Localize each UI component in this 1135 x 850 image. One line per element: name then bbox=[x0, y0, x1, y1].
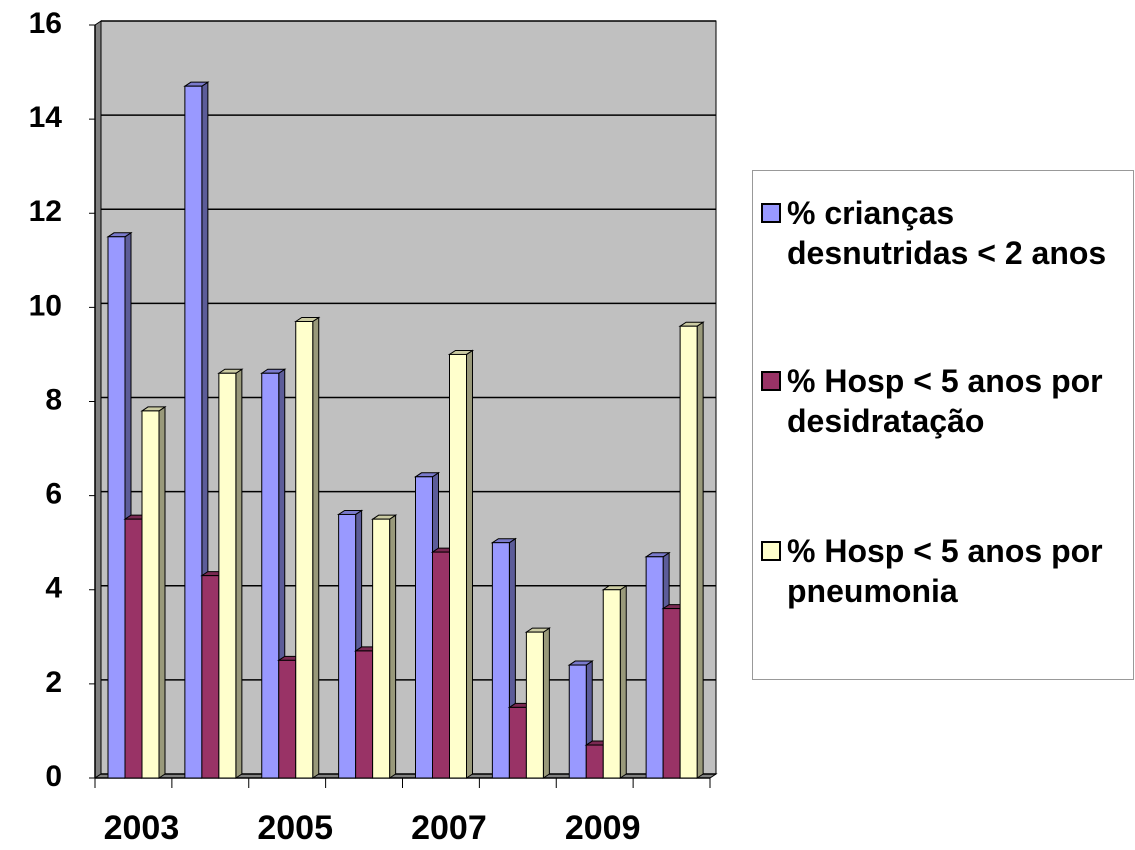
bar bbox=[372, 518, 391, 779]
bar bbox=[508, 706, 527, 779]
legend-entry: % Hosp < 5 anos por pneumonia bbox=[761, 531, 1127, 611]
bar bbox=[679, 325, 698, 779]
bar-side bbox=[389, 514, 397, 779]
bar bbox=[141, 410, 160, 779]
bar bbox=[201, 575, 220, 779]
bar bbox=[585, 744, 604, 779]
x-tick-label: 2003 bbox=[104, 809, 180, 847]
y-tick-label: 10 bbox=[29, 289, 62, 322]
bar-side bbox=[158, 405, 166, 779]
bar-side bbox=[312, 316, 320, 779]
bar bbox=[124, 518, 143, 779]
y-tick-label: 4 bbox=[45, 572, 62, 605]
legend-label: % Hosp < 5 anos por pneumonia bbox=[787, 533, 1103, 609]
legend-swatch bbox=[761, 203, 781, 223]
bar bbox=[107, 236, 126, 779]
bar bbox=[415, 476, 433, 779]
y-tick-label: 2 bbox=[45, 666, 62, 699]
legend-entry: % crianças desnutridas < 2 anos bbox=[761, 193, 1127, 273]
bar bbox=[602, 589, 621, 779]
legend-swatch bbox=[761, 541, 781, 561]
x-tick-label: 2005 bbox=[257, 809, 333, 847]
y-tick-label: 16 bbox=[29, 7, 62, 40]
bar bbox=[338, 513, 357, 779]
legend-label: % Hosp < 5 anos por desidratação bbox=[787, 363, 1103, 439]
bar bbox=[568, 664, 587, 779]
bar bbox=[662, 608, 681, 779]
y-tick-label: 14 bbox=[29, 101, 63, 134]
y-tick-label: 8 bbox=[45, 383, 62, 416]
bar bbox=[261, 372, 280, 779]
bar-side bbox=[619, 584, 627, 779]
y-tick-label: 12 bbox=[29, 195, 62, 228]
bar-side bbox=[235, 368, 243, 779]
side-wall bbox=[94, 20, 102, 779]
bar bbox=[449, 353, 467, 779]
legend-entry: % Hosp < 5 anos por desidratação bbox=[761, 361, 1127, 441]
y-tick-label: 0 bbox=[45, 760, 62, 793]
x-tick-label: 2009 bbox=[565, 809, 641, 847]
bar bbox=[295, 320, 314, 779]
bar-side bbox=[696, 321, 704, 779]
bar bbox=[491, 542, 510, 779]
legend-swatch bbox=[761, 371, 781, 391]
bar bbox=[432, 551, 450, 779]
bar bbox=[218, 372, 237, 779]
bar-side bbox=[466, 349, 473, 779]
y-tick-label: 6 bbox=[45, 478, 62, 511]
bar bbox=[525, 631, 544, 779]
legend: % crianças desnutridas < 2 anos % Hosp < … bbox=[752, 170, 1134, 680]
x-tick-label: 2007 bbox=[411, 809, 487, 847]
bar bbox=[645, 556, 664, 779]
legend-label: % crianças desnutridas < 2 anos bbox=[787, 195, 1107, 271]
bar bbox=[278, 659, 297, 779]
bar-side bbox=[542, 627, 550, 779]
bar bbox=[184, 85, 203, 779]
bar bbox=[355, 650, 374, 779]
